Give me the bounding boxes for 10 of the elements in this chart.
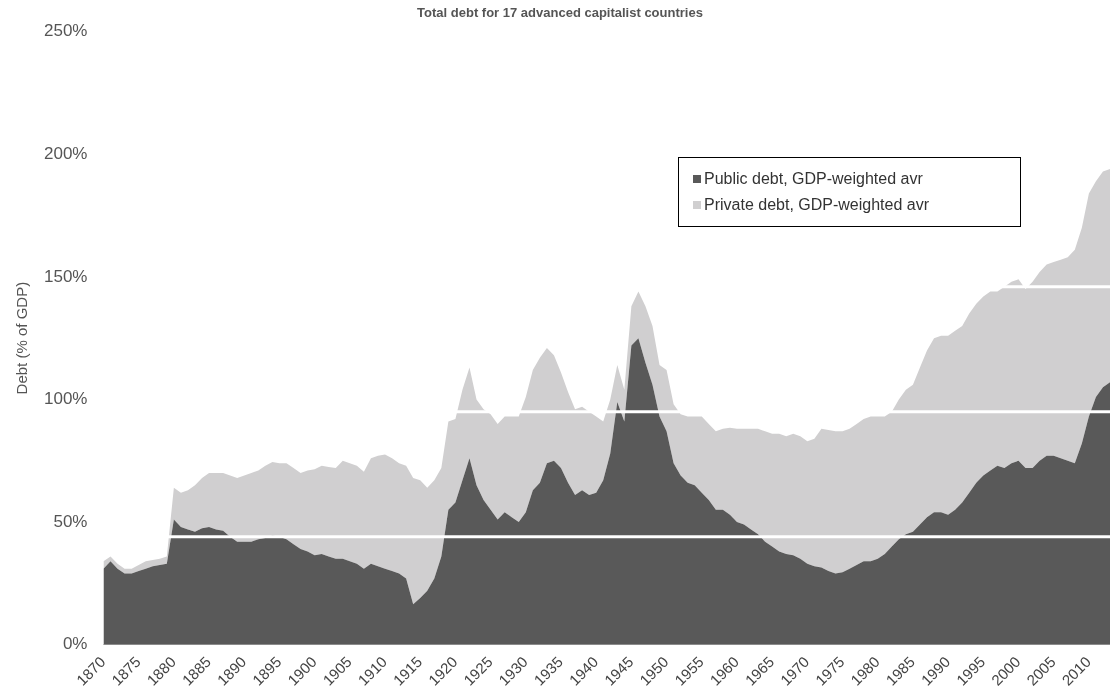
y-axis-title: Debt (% of GDP) <box>13 281 31 395</box>
legend-label: Public debt, GDP-weighted avr <box>704 170 923 188</box>
y-tick-label: 0% <box>62 634 88 654</box>
y-tick-label: 250% <box>44 21 88 41</box>
chart-title: Total debt for 17 advanced capitalist countries <box>417 5 703 21</box>
y-tick-label: 200% <box>44 143 88 163</box>
legend-label: Private debt, GDP-weighted avr <box>704 196 929 214</box>
y-tick-label: 50% <box>53 511 88 531</box>
y-tick-label: 150% <box>44 266 88 286</box>
y-tick-label: 100% <box>44 389 88 409</box>
